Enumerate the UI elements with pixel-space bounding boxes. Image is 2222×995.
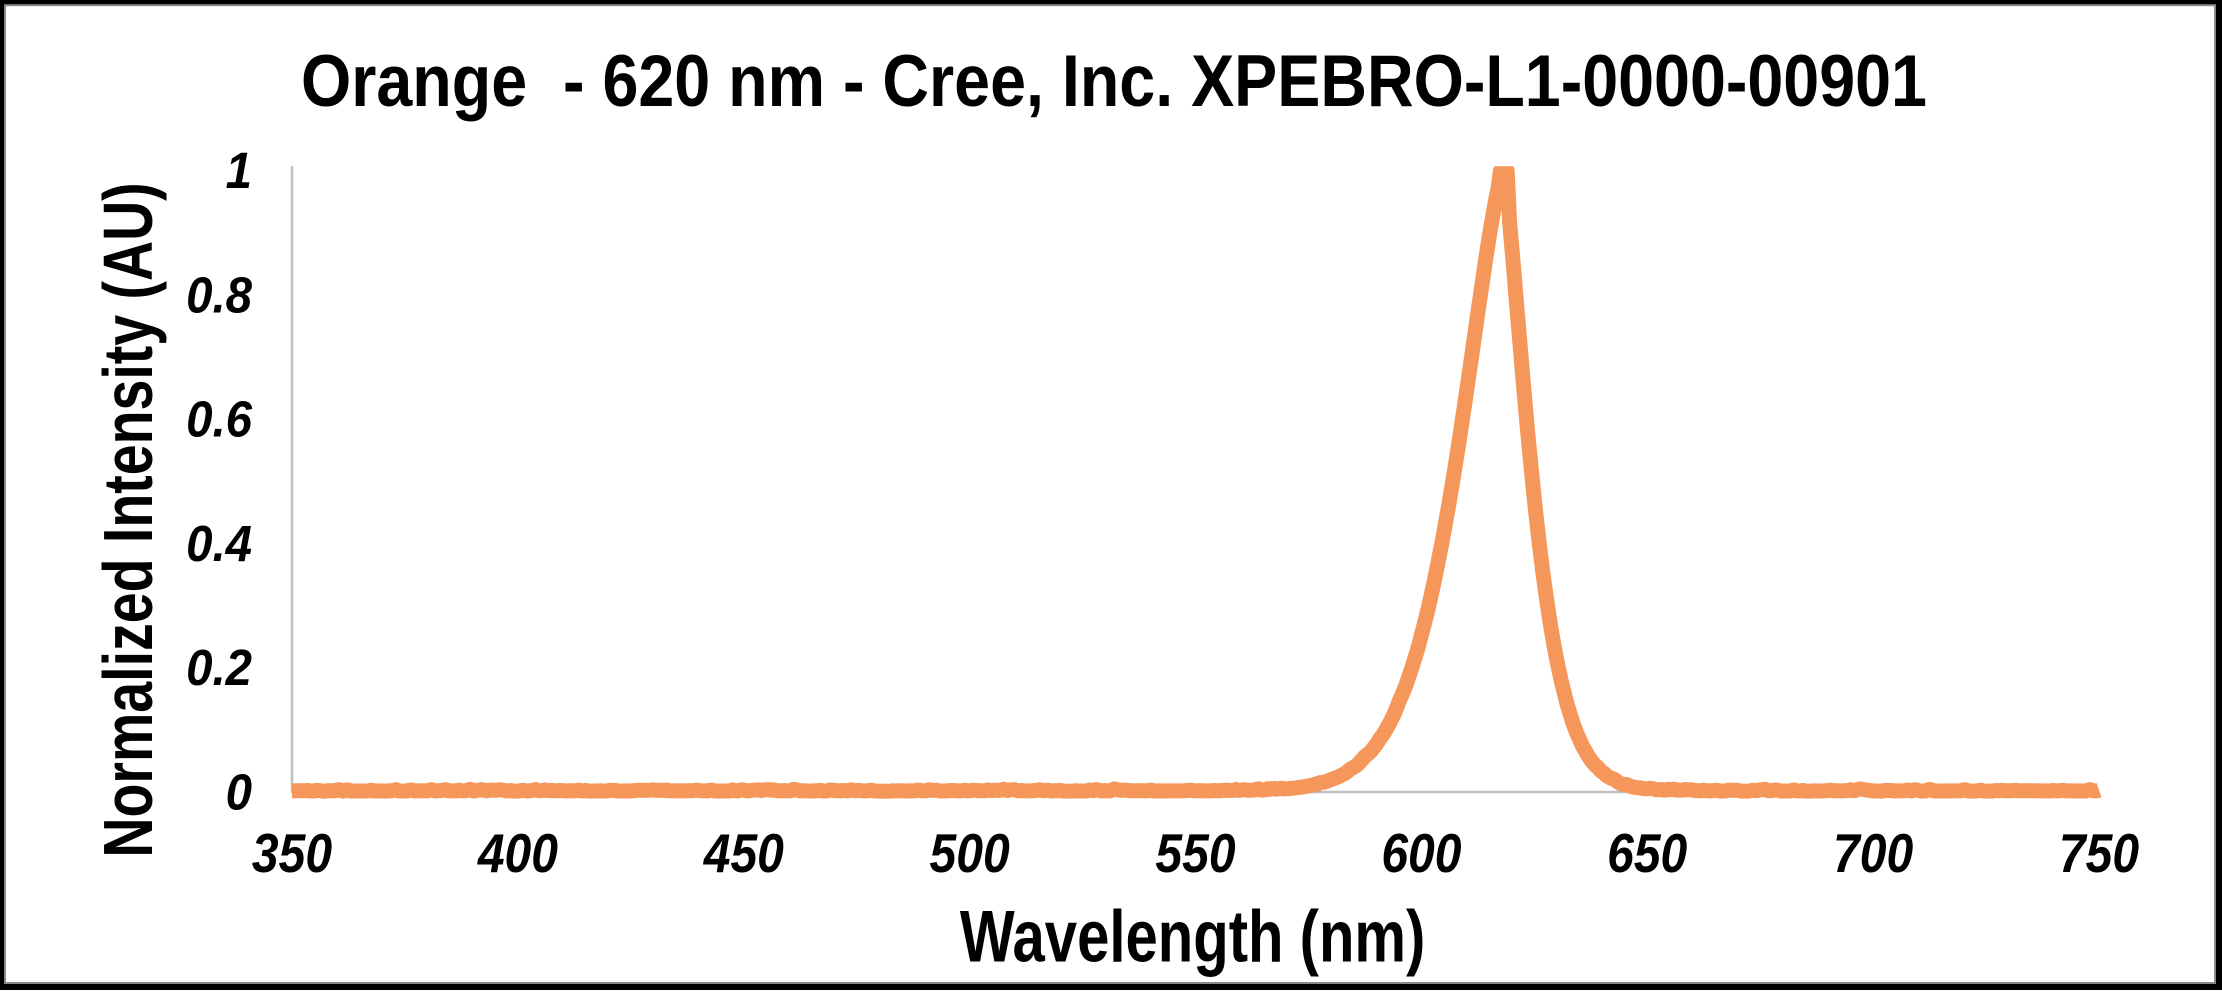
svg-text:500: 500 (930, 822, 1011, 884)
svg-text:1: 1 (226, 143, 252, 200)
svg-text:0.2: 0.2 (186, 640, 252, 697)
svg-text:Wavelength (nm): Wavelength (nm) (960, 896, 1425, 978)
svg-text:Orange - 620 nm - Cree, Inc.: Orange - 620 nm - Cree, Inc. XPEBRO-L1-0… (301, 39, 1927, 122)
svg-text:0.4: 0.4 (186, 515, 252, 572)
svg-text:0.6: 0.6 (186, 391, 253, 448)
svg-text:600: 600 (1381, 822, 1462, 884)
svg-text:0: 0 (226, 764, 252, 821)
svg-text:350: 350 (252, 822, 333, 884)
svg-text:700: 700 (1833, 822, 1914, 884)
svg-text:650: 650 (1607, 822, 1688, 884)
svg-text:0.8: 0.8 (186, 267, 253, 324)
svg-text:Normalized Intensity (AU): Normalized Intensity (AU) (90, 182, 168, 857)
svg-text:450: 450 (703, 822, 784, 884)
svg-text:400: 400 (477, 822, 558, 884)
svg-text:550: 550 (1155, 822, 1236, 884)
svg-text:750: 750 (2059, 822, 2140, 884)
